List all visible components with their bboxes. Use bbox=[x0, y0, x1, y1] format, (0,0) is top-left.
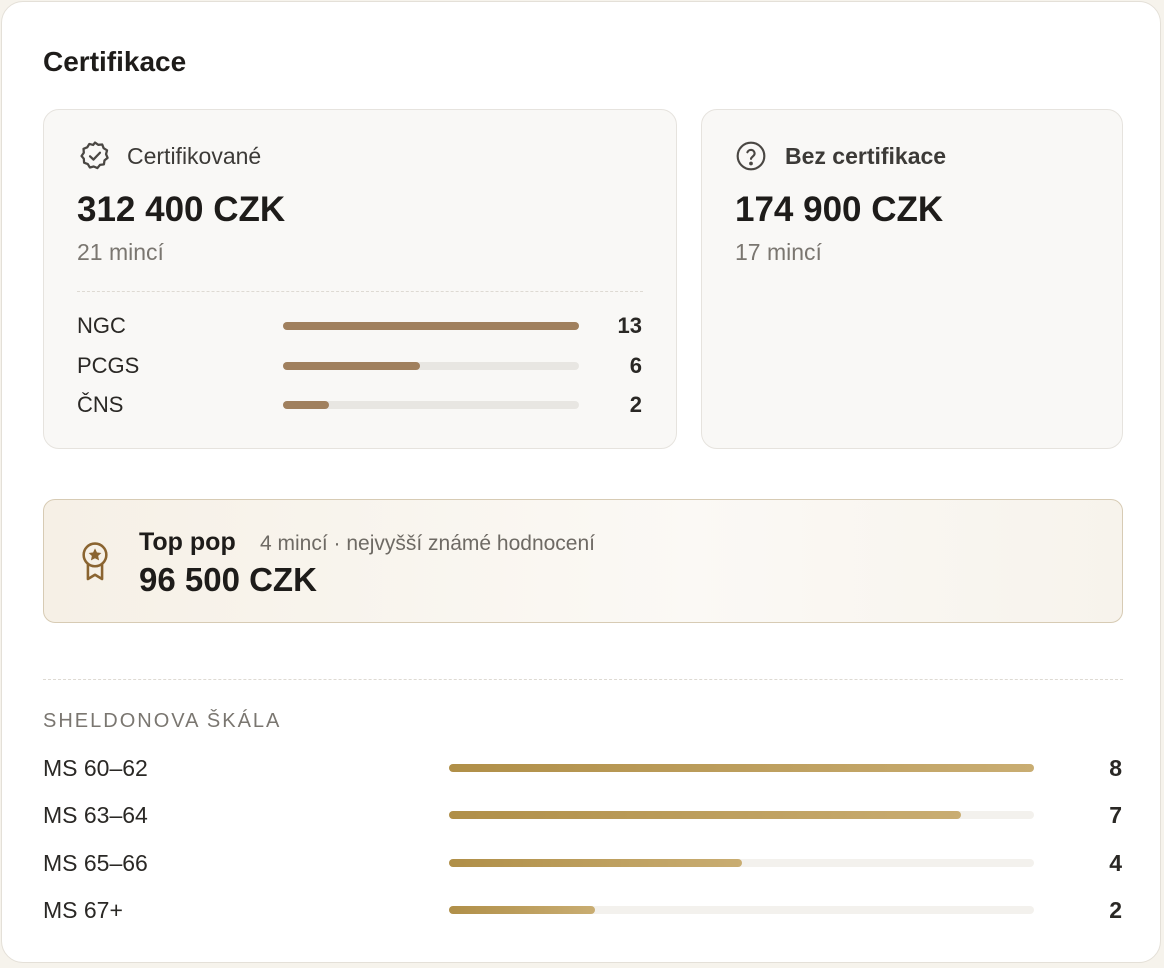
divider bbox=[43, 679, 1123, 680]
question-icon bbox=[736, 141, 766, 171]
sheldon-heading: SHELDONOVA ŠKÁLA bbox=[43, 710, 282, 732]
row-value: 4 bbox=[1109, 849, 1122, 876]
row-label: MS 63–64 bbox=[43, 802, 148, 829]
bar-track bbox=[449, 764, 1034, 772]
uncertified-count: 17 mincí bbox=[735, 239, 822, 265]
bar-track bbox=[283, 401, 579, 409]
bar bbox=[449, 811, 961, 820]
uncertified-label: Bez certifikace bbox=[785, 143, 947, 169]
row-label: PCGS bbox=[77, 352, 140, 378]
bar-track bbox=[449, 858, 1034, 867]
bar bbox=[283, 361, 420, 370]
uncertified-amount: 174 900 CZK bbox=[735, 190, 944, 229]
top-pop-box bbox=[43, 499, 1123, 623]
bar bbox=[283, 401, 329, 409]
certified-label: Certifikované bbox=[127, 143, 262, 169]
row-label: MS 65–66 bbox=[43, 849, 148, 876]
certified-box bbox=[43, 109, 677, 449]
award-icon bbox=[82, 542, 108, 581]
row-label: MS 60–62 bbox=[43, 755, 148, 781]
row-value: 13 bbox=[617, 313, 642, 338]
row-value: 8 bbox=[1109, 755, 1122, 781]
row-label: MS 67+ bbox=[43, 896, 123, 923]
bar bbox=[283, 322, 579, 330]
certified-amount: 312 400 CZK bbox=[77, 190, 286, 229]
row-value: 2 bbox=[1109, 896, 1122, 923]
row-value: 2 bbox=[629, 392, 642, 417]
row-value: 6 bbox=[629, 352, 642, 378]
row-label: ČNS bbox=[77, 392, 124, 417]
row-label: NGC bbox=[77, 313, 126, 338]
bar bbox=[449, 764, 1034, 772]
bar-track bbox=[449, 811, 1034, 820]
row-value: 7 bbox=[1109, 802, 1122, 829]
certified-icon bbox=[80, 141, 109, 170]
bar bbox=[449, 905, 596, 914]
bar bbox=[449, 858, 742, 867]
top-pop-amount: 96 500 CZK bbox=[139, 561, 317, 598]
bar-track bbox=[283, 322, 579, 330]
certified-count: 21 mincí bbox=[77, 239, 164, 265]
bar-track bbox=[283, 361, 579, 370]
card-title: Certifikace bbox=[43, 46, 187, 77]
divider bbox=[77, 291, 643, 292]
top-pop-label: Top pop bbox=[139, 528, 236, 556]
bar-track bbox=[449, 905, 1034, 914]
top-pop-note: 4 mincí · nejvyšší známé hodnocení bbox=[260, 532, 595, 555]
uncertified-box bbox=[701, 109, 1123, 449]
